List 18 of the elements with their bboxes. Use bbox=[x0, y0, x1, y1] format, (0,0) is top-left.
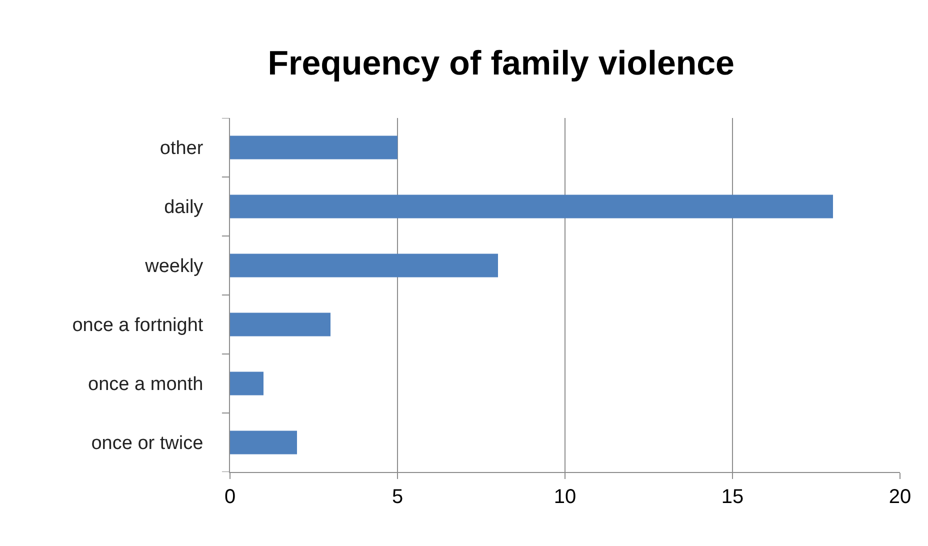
x-tick-label: 0 bbox=[224, 486, 236, 508]
x-tick-label: 10 bbox=[554, 486, 576, 508]
x-tick-label: 15 bbox=[721, 486, 744, 508]
bar bbox=[230, 136, 398, 160]
chart-title: Frequency of family violence bbox=[268, 44, 734, 83]
x-tick-label: 5 bbox=[392, 486, 404, 508]
y-tick-label: other bbox=[160, 138, 204, 160]
bar bbox=[230, 312, 330, 336]
bar bbox=[230, 372, 264, 396]
y-tick-label: daily bbox=[164, 197, 204, 218]
bar bbox=[230, 194, 833, 218]
y-tick-label: once a month bbox=[88, 374, 204, 396]
x-tick-label: 20 bbox=[888, 486, 912, 508]
y-tick-label: once or twice bbox=[91, 433, 204, 454]
y-tick-label: weekly bbox=[144, 256, 204, 278]
y-tick-label: once a fortnight bbox=[72, 315, 204, 336]
bar bbox=[230, 254, 498, 278]
bar bbox=[230, 430, 297, 454]
